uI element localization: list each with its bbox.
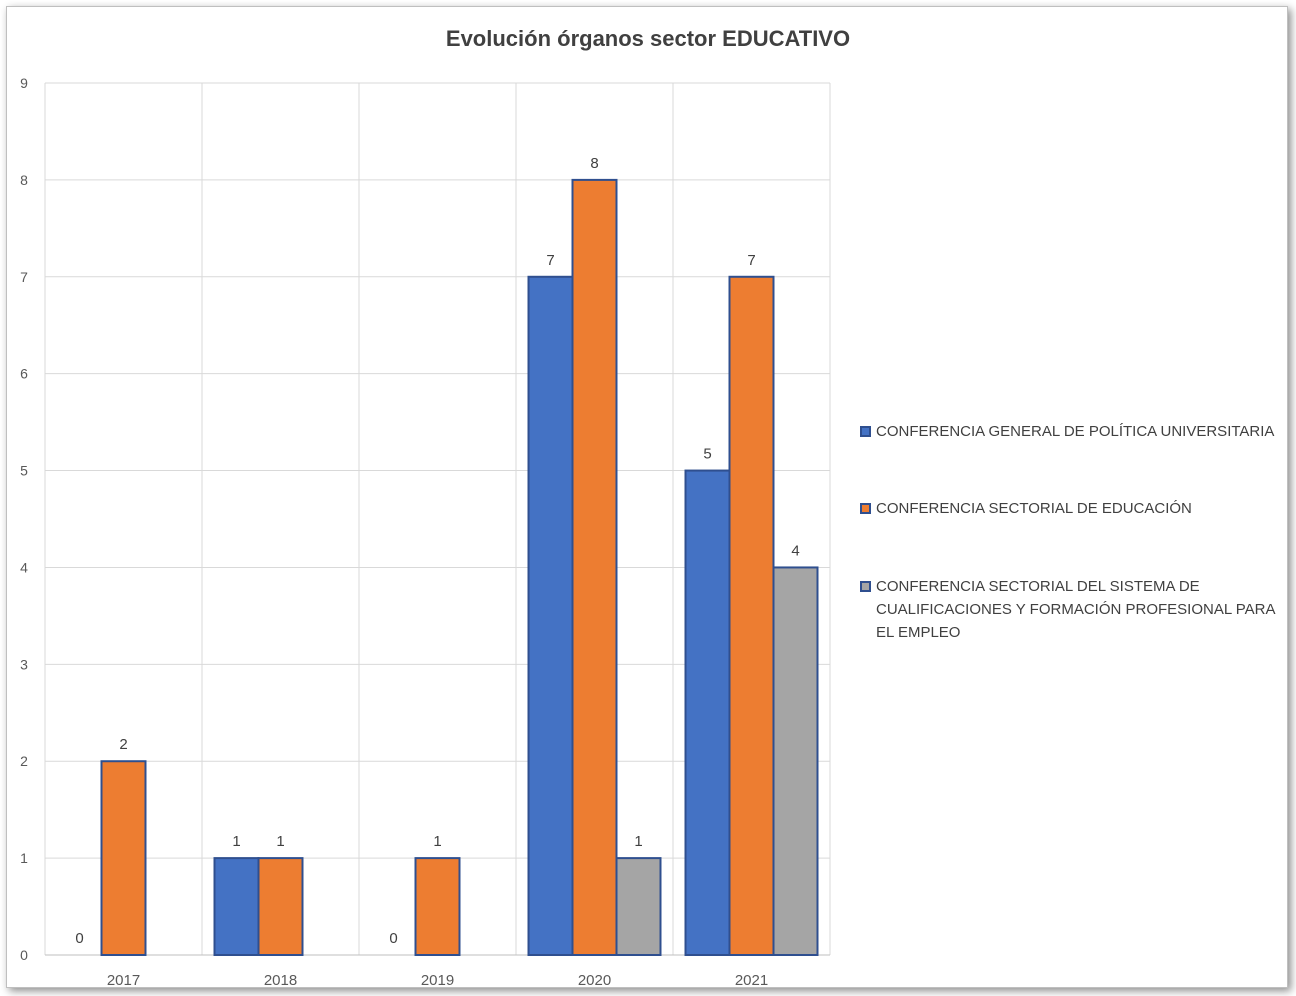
data-label: 7 xyxy=(747,252,755,269)
y-tick-label: 9 xyxy=(20,75,28,91)
data-label: 7 xyxy=(546,252,554,269)
legend-swatch xyxy=(860,581,871,592)
y-tick-label: 3 xyxy=(20,656,28,672)
data-label: 1 xyxy=(232,833,240,850)
legend-label: CONFERENCIA GENERAL DE POLÍTICA UNIVERSI… xyxy=(876,423,1275,440)
y-tick-label: 1 xyxy=(20,850,28,866)
data-label: 0 xyxy=(389,930,397,947)
bar xyxy=(772,566,819,956)
data-label: 1 xyxy=(276,833,284,850)
bar xyxy=(414,857,461,956)
x-tick-label: 2019 xyxy=(421,972,454,989)
bar xyxy=(571,178,618,956)
y-tick-label: 2 xyxy=(20,753,28,769)
data-label: 1 xyxy=(433,833,441,850)
legend-item: CONFERENCIA SECTORIAL DEL SISTEMA DE CUA… xyxy=(860,575,1285,644)
x-tick-label: 2017 xyxy=(107,972,140,989)
data-label: 4 xyxy=(791,542,799,559)
bar xyxy=(100,760,147,956)
legend-item: CONFERENCIA GENERAL DE POLÍTICA UNIVERSI… xyxy=(860,420,1285,443)
legend-swatch xyxy=(860,503,871,514)
data-label: 8 xyxy=(590,155,598,172)
bar xyxy=(684,469,731,956)
bar xyxy=(257,857,304,956)
y-tick-label: 5 xyxy=(20,463,28,479)
x-tick-label: 2020 xyxy=(578,972,611,989)
y-tick-label: 8 xyxy=(20,172,28,188)
data-label: 0 xyxy=(75,930,83,947)
x-tick-label: 2021 xyxy=(735,972,768,989)
data-label: 5 xyxy=(703,446,711,463)
bar xyxy=(527,275,574,956)
legend-item: CONFERENCIA SECTORIAL DE EDUCACIÓN xyxy=(860,497,1285,520)
y-tick-label: 7 xyxy=(20,269,28,285)
bar xyxy=(728,275,775,956)
legend-swatch xyxy=(860,426,871,437)
bar xyxy=(213,857,260,956)
y-tick-label: 6 xyxy=(20,366,28,382)
y-tick-label: 4 xyxy=(20,559,28,575)
bar xyxy=(615,857,662,956)
data-label: 2 xyxy=(119,736,127,753)
data-label: 1 xyxy=(634,833,642,850)
legend-label: CONFERENCIA SECTORIAL DE EDUCACIÓN xyxy=(876,500,1192,517)
legend-label: CONFERENCIA SECTORIAL DEL SISTEMA DE CUA… xyxy=(876,578,1275,641)
chart-frame xyxy=(6,6,1288,988)
x-tick-label: 2018 xyxy=(264,972,297,989)
y-tick-label: 0 xyxy=(20,947,28,963)
chart-title: Evolución órganos sector EDUCATIVO xyxy=(445,26,851,51)
